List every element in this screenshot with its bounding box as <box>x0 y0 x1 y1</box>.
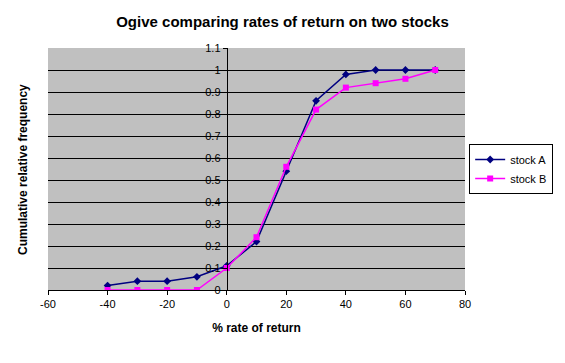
svg-text:40: 40 <box>340 298 352 310</box>
svg-text:% rate of return: % rate of return <box>212 321 301 335</box>
svg-text:0.7: 0.7 <box>205 130 220 142</box>
svg-text:0.3: 0.3 <box>205 218 220 230</box>
svg-text:0: 0 <box>224 298 230 310</box>
svg-text:0.4: 0.4 <box>205 196 220 208</box>
svg-text:-60: -60 <box>40 298 56 310</box>
svg-text:stock B: stock B <box>510 173 546 185</box>
svg-text:0.5: 0.5 <box>205 174 220 186</box>
svg-text:stock A: stock A <box>510 154 546 166</box>
svg-text:Cumulative relative frequency: Cumulative relative frequency <box>16 84 30 255</box>
svg-text:0.1: 0.1 <box>205 262 220 274</box>
svg-text:0.6: 0.6 <box>205 152 220 164</box>
svg-text:60: 60 <box>399 298 411 310</box>
svg-text:Ogive comparing rates of retur: Ogive comparing rates of return on two s… <box>116 13 449 30</box>
svg-text:80: 80 <box>459 298 471 310</box>
svg-text:0.8: 0.8 <box>205 108 220 120</box>
svg-text:0.9: 0.9 <box>205 86 220 98</box>
svg-text:20: 20 <box>280 298 292 310</box>
svg-text:-40: -40 <box>100 298 116 310</box>
svg-text:0.2: 0.2 <box>205 240 220 252</box>
svg-text:1.1: 1.1 <box>205 42 220 54</box>
svg-text:1: 1 <box>214 64 220 76</box>
svg-text:0: 0 <box>214 284 220 296</box>
svg-text:-20: -20 <box>159 298 175 310</box>
